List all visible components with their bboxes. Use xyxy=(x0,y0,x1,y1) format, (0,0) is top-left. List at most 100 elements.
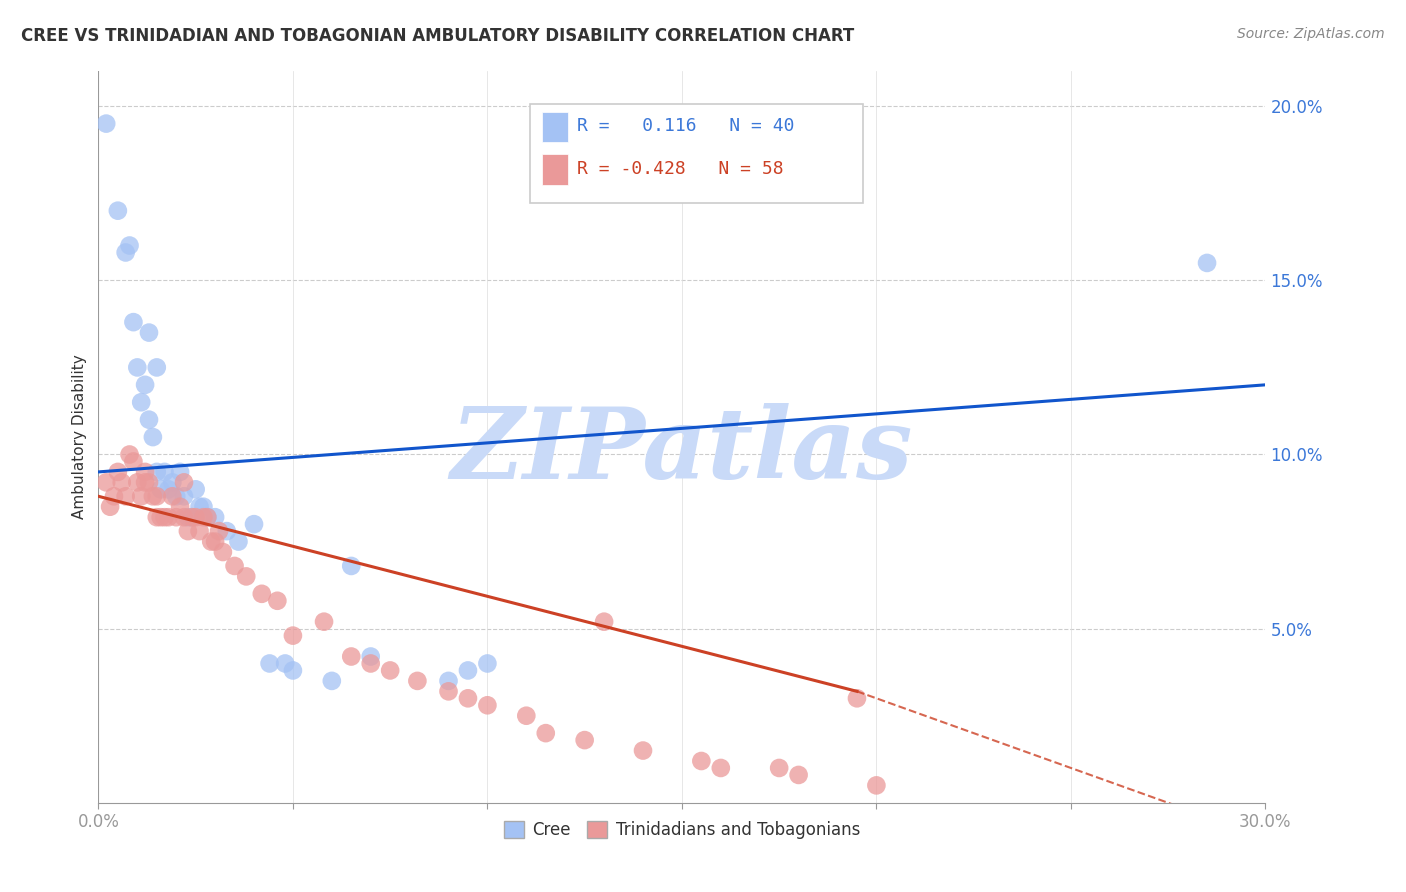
Point xyxy=(114,489,136,503)
Point xyxy=(134,475,156,490)
Point xyxy=(437,673,460,688)
Point xyxy=(122,454,145,468)
Point xyxy=(96,117,118,131)
Point xyxy=(153,510,176,524)
Point xyxy=(134,377,156,392)
Point xyxy=(243,517,266,532)
Point xyxy=(574,733,596,747)
Point xyxy=(406,673,429,688)
Point xyxy=(169,500,191,514)
Point xyxy=(865,778,887,792)
Point xyxy=(129,395,152,409)
Point xyxy=(768,761,790,775)
Point xyxy=(259,657,281,671)
Point xyxy=(142,489,165,503)
Point xyxy=(846,691,869,706)
Point xyxy=(195,510,218,524)
Point xyxy=(710,761,733,775)
Point xyxy=(340,649,363,664)
Point xyxy=(312,615,335,629)
Point xyxy=(195,510,218,524)
Point xyxy=(173,475,195,490)
Point xyxy=(177,524,200,538)
Point xyxy=(180,510,202,524)
Point xyxy=(477,698,499,713)
Point xyxy=(146,489,169,503)
Point xyxy=(118,238,141,252)
Point xyxy=(228,534,250,549)
Point xyxy=(360,657,382,671)
Point xyxy=(180,510,202,524)
Point xyxy=(515,708,537,723)
Point xyxy=(215,524,238,538)
Text: CREE VS TRINIDADIAN AND TOBAGONIAN AMBULATORY DISABILITY CORRELATION CHART: CREE VS TRINIDADIAN AND TOBAGONIAN AMBUL… xyxy=(21,27,855,45)
Bar xyxy=(541,154,568,185)
Point xyxy=(162,489,184,503)
Point xyxy=(138,326,160,340)
Point xyxy=(127,475,149,490)
Point xyxy=(204,534,226,549)
Point xyxy=(690,754,713,768)
Point xyxy=(173,510,195,524)
Point xyxy=(274,657,297,671)
Point xyxy=(129,489,152,503)
Point xyxy=(208,524,231,538)
Point xyxy=(146,465,169,479)
Point xyxy=(162,475,184,490)
Point xyxy=(193,500,215,514)
Point xyxy=(127,360,149,375)
Point xyxy=(114,245,136,260)
Point xyxy=(149,483,172,497)
Point xyxy=(138,412,160,426)
Point xyxy=(96,475,118,490)
Point xyxy=(184,510,207,524)
Point xyxy=(340,558,363,573)
Point xyxy=(173,489,195,503)
Point xyxy=(281,629,304,643)
Point xyxy=(107,465,129,479)
Point xyxy=(360,649,382,664)
Text: ZIPatlas: ZIPatlas xyxy=(451,403,912,500)
Point xyxy=(787,768,810,782)
Point xyxy=(380,664,402,678)
Point xyxy=(165,510,187,524)
Point xyxy=(184,483,207,497)
Point xyxy=(534,726,557,740)
Point xyxy=(111,475,134,490)
Point xyxy=(593,615,616,629)
Point xyxy=(477,657,499,671)
Point xyxy=(165,489,187,503)
Point xyxy=(437,684,460,698)
Point xyxy=(157,510,180,524)
Point xyxy=(98,500,121,514)
Point xyxy=(235,569,257,583)
Point xyxy=(153,465,176,479)
Point xyxy=(281,664,304,678)
Point xyxy=(122,315,145,329)
Text: R = -0.428   N = 58: R = -0.428 N = 58 xyxy=(576,160,783,178)
Point xyxy=(224,558,246,573)
Point xyxy=(118,448,141,462)
Legend: Cree, Trinidadians and Tobagonians: Cree, Trinidadians and Tobagonians xyxy=(498,814,866,846)
Point xyxy=(146,360,169,375)
Point xyxy=(193,510,215,524)
Point xyxy=(212,545,235,559)
Point xyxy=(1195,256,1218,270)
Point xyxy=(200,534,222,549)
Point xyxy=(457,691,479,706)
Point xyxy=(149,510,172,524)
Point xyxy=(266,594,288,608)
Point xyxy=(142,430,165,444)
FancyBboxPatch shape xyxy=(530,104,863,203)
Point xyxy=(631,743,654,757)
Point xyxy=(250,587,273,601)
Point xyxy=(157,483,180,497)
Point xyxy=(134,465,156,479)
Point xyxy=(169,465,191,479)
Point xyxy=(138,475,160,490)
Text: Source: ZipAtlas.com: Source: ZipAtlas.com xyxy=(1237,27,1385,41)
Text: R =   0.116   N = 40: R = 0.116 N = 40 xyxy=(576,117,794,136)
Point xyxy=(321,673,343,688)
Point xyxy=(103,489,125,503)
Point xyxy=(188,524,211,538)
